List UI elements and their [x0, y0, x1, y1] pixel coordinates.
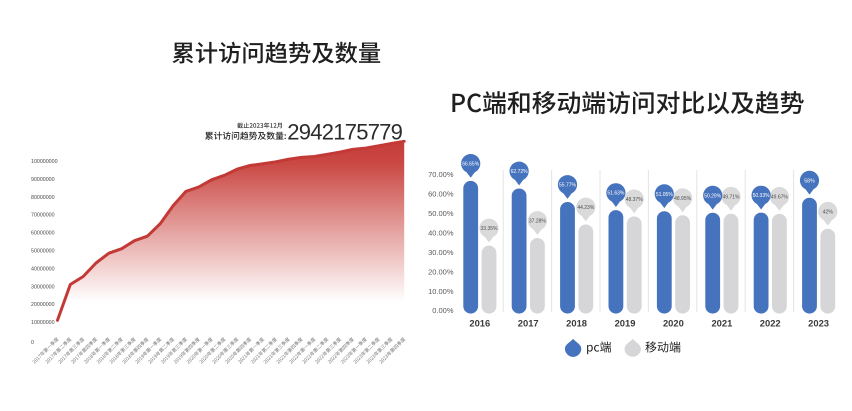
svg-text:2019: 2019: [615, 318, 636, 329]
svg-text:20000000: 20000000: [31, 302, 55, 308]
svg-text:2021: 2021: [711, 318, 732, 329]
svg-text:90000000: 90000000: [31, 177, 55, 183]
svg-text:2022: 2022: [760, 318, 781, 329]
svg-text:2020: 2020: [663, 318, 684, 329]
svg-text:70000000: 70000000: [31, 213, 55, 219]
svg-text:48.37%: 48.37%: [626, 197, 644, 203]
svg-text:0.00%: 0.00%: [432, 306, 454, 315]
svg-text:20.00%: 20.00%: [428, 267, 454, 276]
svg-text:100000000: 100000000: [31, 159, 58, 165]
svg-text:50.00%: 50.00%: [428, 209, 454, 218]
svg-text:10000000: 10000000: [31, 320, 55, 326]
svg-text:51.05%: 51.05%: [656, 192, 674, 198]
svg-text:42%: 42%: [823, 209, 834, 215]
svg-text:30.00%: 30.00%: [428, 248, 454, 257]
svg-text:55.77%: 55.77%: [559, 183, 577, 189]
svg-text:62.72%: 62.72%: [511, 169, 529, 175]
svg-text:49.67%: 49.67%: [771, 195, 789, 201]
svg-text:80000000: 80000000: [31, 195, 55, 201]
svg-text:60000000: 60000000: [31, 231, 55, 237]
svg-text:2942175779: 2942175779: [287, 120, 402, 145]
svg-text:49.71%: 49.71%: [723, 194, 741, 200]
svg-text:50.33%: 50.33%: [753, 193, 771, 199]
svg-text:2018: 2018: [566, 318, 587, 329]
svg-text:58%: 58%: [804, 178, 815, 184]
svg-text:2017: 2017: [518, 318, 539, 329]
svg-text:2016: 2016: [469, 318, 490, 329]
svg-text:70.00%: 70.00%: [428, 170, 454, 179]
svg-text:33.35%: 33.35%: [481, 226, 499, 232]
svg-text:10.00%: 10.00%: [428, 287, 454, 296]
svg-text:50000000: 50000000: [31, 249, 55, 255]
svg-text:2023: 2023: [808, 318, 829, 329]
svg-text:40.00%: 40.00%: [428, 228, 454, 237]
svg-text:30000000: 30000000: [31, 284, 55, 290]
svg-text:37.28%: 37.28%: [529, 219, 547, 225]
svg-text:60.00%: 60.00%: [428, 190, 454, 199]
svg-text:51.63%: 51.63%: [607, 191, 625, 197]
svg-text:66.65%: 66.65%: [462, 162, 480, 168]
svg-text:48.95%: 48.95%: [674, 196, 692, 202]
svg-text:0: 0: [31, 340, 34, 346]
svg-text:44.23%: 44.23%: [577, 205, 595, 211]
svg-text:40000000: 40000000: [31, 266, 55, 272]
svg-text:50.29%: 50.29%: [704, 193, 722, 199]
